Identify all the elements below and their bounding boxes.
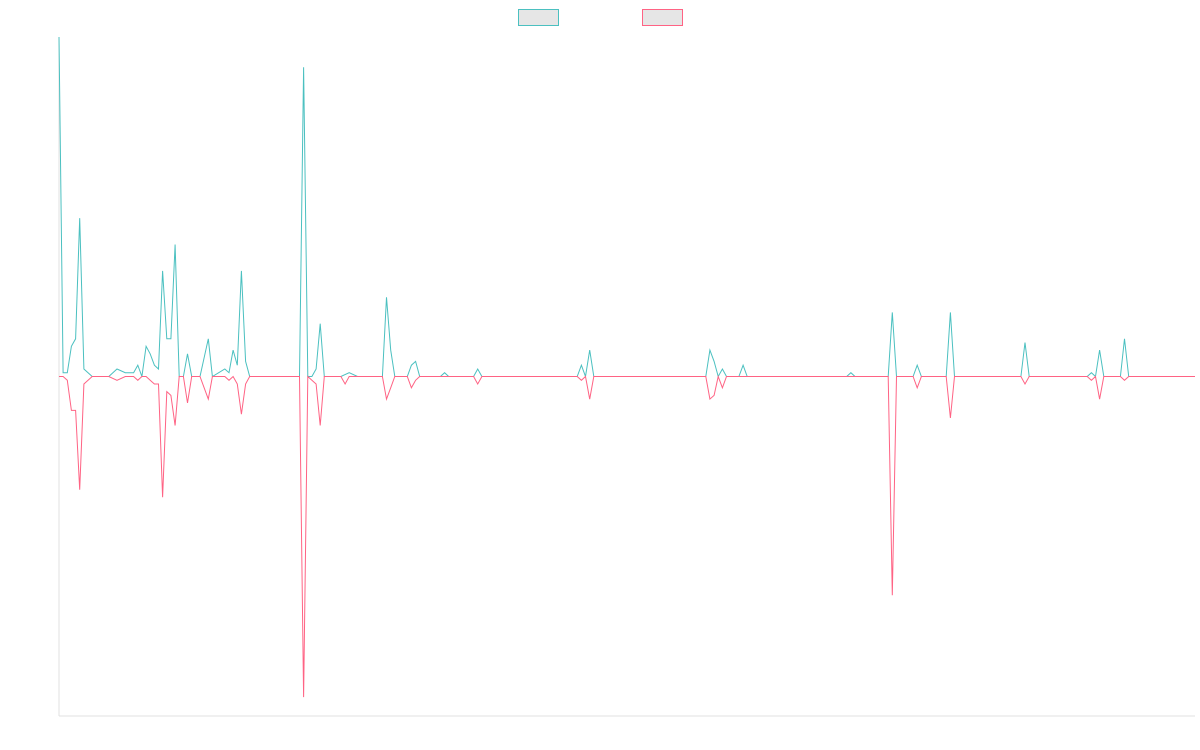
series-line-teal: [58, 36, 1195, 379]
legend-swatch-pink: [642, 9, 683, 26]
series-layer: [58, 36, 1195, 698]
legend-swatch-teal: [518, 9, 559, 26]
series-line-pink: [59, 374, 1195, 698]
legend: [518, 9, 683, 26]
